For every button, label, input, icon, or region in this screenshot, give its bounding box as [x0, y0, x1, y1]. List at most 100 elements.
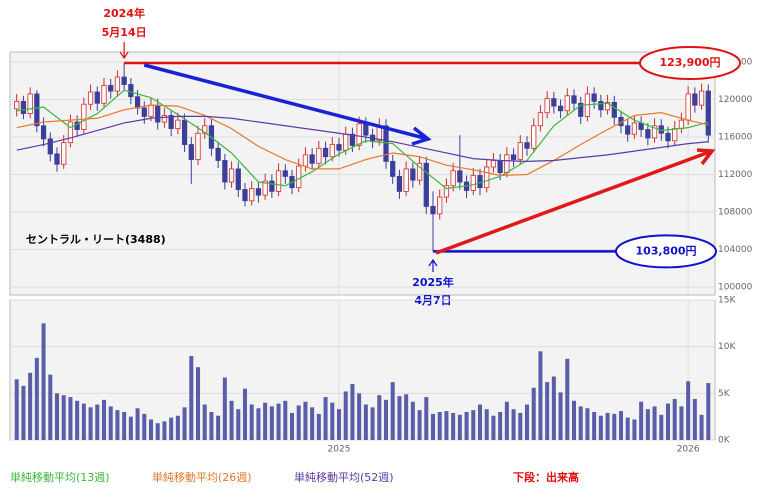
volume-bar [310, 407, 315, 440]
volume-bar [316, 413, 321, 440]
volume-bar [68, 397, 73, 440]
candle-body [47, 138, 53, 155]
candle-body [410, 168, 416, 181]
y-tick-label: 120000 [718, 95, 753, 105]
volume-bar [645, 409, 650, 440]
candle-body [87, 91, 94, 105]
volume-bar [330, 402, 335, 440]
candle-body [544, 98, 550, 114]
volume-bar [592, 412, 597, 440]
volume-bar [457, 414, 462, 440]
chart-title: セントラル・リート(3488) [26, 233, 166, 246]
candle-body [517, 142, 523, 160]
candle-body [134, 96, 141, 109]
candle-body [222, 160, 228, 183]
candle-body [470, 175, 476, 191]
moving-average [16, 115, 709, 163]
volume-label: 下段：出来高 [513, 470, 579, 484]
candle-body [631, 122, 638, 135]
candle-body [349, 133, 356, 146]
volume-bar [189, 356, 194, 440]
volume-bar [54, 393, 60, 440]
candle-body [625, 125, 631, 135]
volume-bar [397, 396, 402, 440]
candle-body [551, 98, 557, 107]
candle-body [108, 85, 114, 92]
candle-body [645, 129, 651, 139]
volume-bar [41, 323, 46, 440]
candle-body [269, 180, 275, 192]
legend-entry: 単純移動平均(52週) [294, 470, 394, 484]
volume-bar [101, 399, 107, 440]
candle-body [571, 95, 577, 104]
candle-body [114, 76, 121, 92]
volume-bar [95, 404, 100, 440]
candle-body [356, 123, 362, 146]
candle-body [161, 115, 168, 123]
volume-bar [303, 401, 308, 440]
candle-body [235, 168, 241, 190]
candle-body [490, 160, 497, 168]
volume-bar [115, 410, 120, 440]
volume-bar [75, 400, 80, 440]
candle-body [430, 206, 436, 215]
y-tick-label: 0K [718, 436, 731, 446]
volume-bar [209, 412, 214, 440]
volume-bar [652, 406, 657, 440]
candle-body [403, 168, 409, 192]
volume-bar [34, 357, 39, 440]
candle-body [698, 90, 705, 106]
candle-body [61, 142, 67, 165]
volume-bar [686, 381, 691, 440]
volume-bar [175, 415, 180, 440]
volume-bar [404, 394, 409, 440]
volume-bar [296, 405, 301, 440]
volume-bar [444, 411, 449, 440]
volume-bar [410, 401, 415, 440]
volume-bar [236, 409, 241, 440]
candle-body [181, 119, 188, 145]
volume-bar [605, 412, 610, 440]
candle-body [591, 93, 597, 102]
volume-bar [477, 404, 483, 440]
volume-bar [598, 415, 603, 440]
volume-panel [9, 299, 716, 441]
date-label: 2024年 [103, 6, 145, 20]
volume-bar [471, 410, 476, 440]
volume-bar [625, 417, 630, 440]
volume-bar [692, 398, 697, 440]
volume-bar [336, 409, 342, 440]
volume-bar [585, 408, 590, 440]
price-label: 123,900円 [659, 56, 720, 69]
candle-body [168, 115, 174, 129]
candle-body [504, 154, 510, 174]
date-label: 2025年 [412, 275, 454, 289]
volume-bar [390, 382, 395, 440]
candle-body [497, 160, 503, 174]
candle-body [34, 93, 40, 127]
volume-bar [612, 413, 617, 440]
date-label: 5月14日 [102, 26, 147, 39]
volume-bar [14, 379, 19, 440]
candle-body [604, 101, 611, 111]
y-tick-label: 100000 [718, 283, 753, 293]
volume-bar [276, 403, 281, 440]
candle-body [302, 154, 309, 167]
candle-body [188, 144, 194, 160]
candle-body [101, 85, 107, 104]
date-arrow [119, 42, 129, 60]
volume-bar [343, 391, 348, 440]
volume-bar [565, 358, 570, 440]
volume-bar [88, 407, 93, 440]
volume-bar [128, 416, 133, 440]
candle-body [390, 161, 396, 177]
candle-body [155, 104, 161, 123]
candle-body [242, 189, 248, 202]
volume-bar [162, 421, 167, 440]
volume-bar [558, 392, 563, 440]
volume-bar [263, 402, 268, 440]
x-tick-label: 2026 [677, 445, 700, 455]
volume-bar [21, 385, 26, 440]
volume-bar [511, 409, 516, 440]
